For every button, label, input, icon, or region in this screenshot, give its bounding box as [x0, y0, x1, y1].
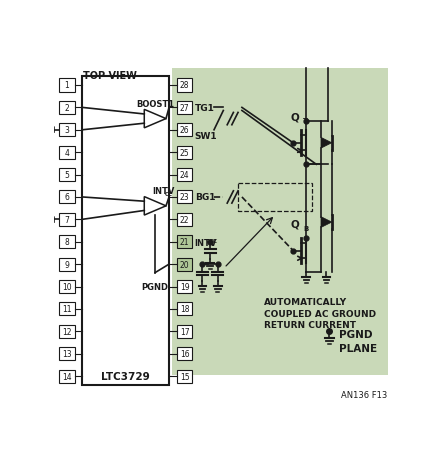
Text: SW1: SW1 [194, 131, 217, 140]
Bar [176, 347, 192, 360]
Polygon shape [320, 217, 331, 228]
Bar [176, 101, 192, 115]
Text: T: T [302, 118, 307, 123]
Bar [59, 79, 74, 92]
Text: INTV: INTV [151, 187, 174, 196]
Text: BOOST1: BOOST1 [136, 100, 174, 109]
Text: 19: 19 [179, 282, 189, 291]
Text: 2: 2 [64, 104, 69, 112]
Bar [59, 280, 74, 293]
Bar [59, 146, 74, 159]
Text: 4: 4 [64, 148, 69, 157]
Text: 24: 24 [179, 171, 189, 179]
Text: B: B [302, 225, 308, 231]
Text: PGND: PGND [141, 282, 168, 291]
Bar [176, 146, 192, 159]
Bar [59, 369, 74, 383]
Bar [237, 184, 312, 211]
Bar [176, 235, 192, 249]
Bar [59, 191, 74, 204]
Text: CC: CC [210, 239, 217, 244]
Text: BG1: BG1 [194, 193, 215, 202]
Text: 10: 10 [62, 282, 72, 291]
Bar [59, 325, 74, 338]
Text: 23: 23 [179, 193, 189, 202]
Bar [59, 124, 74, 137]
Polygon shape [144, 197, 166, 216]
Text: 27: 27 [179, 104, 189, 112]
Text: 13: 13 [62, 349, 72, 358]
Bar [59, 101, 74, 115]
Text: CC: CC [165, 191, 173, 196]
Bar [176, 280, 192, 293]
Text: Q: Q [290, 219, 299, 230]
Text: 12: 12 [62, 327, 71, 336]
Text: Q: Q [290, 112, 299, 122]
Text: 6: 6 [64, 193, 69, 202]
Text: TOP VIEW: TOP VIEW [83, 70, 137, 80]
Text: 15: 15 [179, 372, 189, 381]
Text: PGND
PLANE: PGND PLANE [338, 329, 376, 353]
Text: 20: 20 [179, 260, 189, 269]
Bar [176, 369, 192, 383]
Text: LTC3729: LTC3729 [101, 372, 150, 381]
Bar [176, 213, 192, 226]
Bar [59, 258, 74, 271]
Text: 5: 5 [64, 171, 69, 179]
Bar [172, 69, 387, 375]
Text: 17: 17 [179, 327, 189, 336]
Text: 8: 8 [64, 238, 69, 246]
Bar [176, 168, 192, 182]
Bar [176, 79, 192, 92]
Text: 25: 25 [179, 148, 189, 157]
Text: 9: 9 [64, 260, 69, 269]
Bar [59, 235, 74, 249]
Bar [176, 124, 192, 137]
Text: 11: 11 [62, 305, 71, 313]
Text: 16: 16 [179, 349, 189, 358]
Bar [176, 258, 192, 271]
Text: AN136 F13: AN136 F13 [341, 390, 387, 399]
Polygon shape [144, 110, 166, 129]
Bar [176, 302, 192, 316]
Polygon shape [320, 138, 331, 149]
Bar [176, 191, 192, 204]
Bar [59, 302, 74, 316]
Text: AUTOMATICALLY
COUPLED AC GROUND
RETURN CURRENT: AUTOMATICALLY COUPLED AC GROUND RETURN C… [263, 297, 375, 330]
Text: 7: 7 [64, 215, 69, 224]
Bar [176, 325, 192, 338]
Text: TG1: TG1 [194, 104, 214, 112]
Bar [82, 77, 169, 386]
Text: 28: 28 [179, 81, 189, 90]
Text: 1: 1 [64, 81, 69, 90]
Text: INTV: INTV [194, 239, 217, 247]
Text: 22: 22 [179, 215, 189, 224]
Text: 18: 18 [179, 305, 189, 313]
Bar [59, 347, 74, 360]
Text: 21: 21 [179, 238, 189, 246]
Bar [59, 168, 74, 182]
Bar [59, 213, 74, 226]
Text: 3: 3 [64, 126, 69, 135]
Text: 14: 14 [62, 372, 72, 381]
Text: 26: 26 [179, 126, 189, 135]
